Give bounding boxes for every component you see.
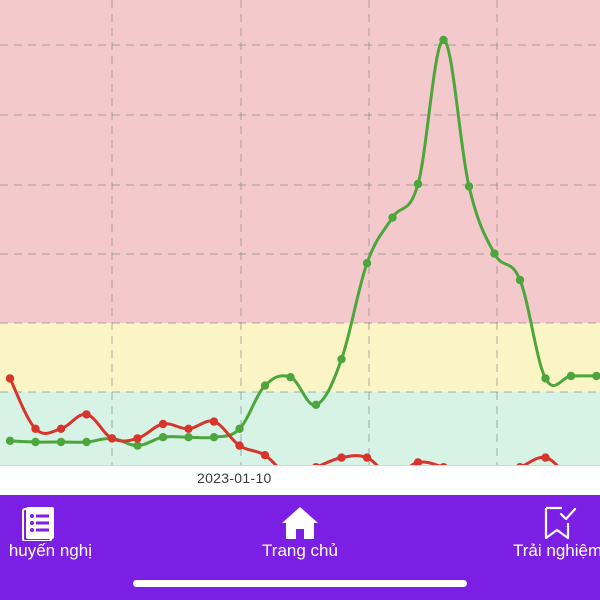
data-point	[413, 179, 423, 189]
data-point	[56, 437, 66, 447]
data-point	[235, 441, 244, 450]
data-point	[439, 35, 448, 45]
data-point	[184, 424, 193, 433]
grid-lines	[0, 0, 600, 465]
data-point	[5, 374, 15, 383]
data-point	[209, 417, 219, 426]
data-point	[516, 463, 524, 465]
data-point	[312, 463, 320, 465]
data-point	[5, 436, 15, 445]
line-chart	[0, 0, 600, 465]
data-point	[362, 259, 372, 268]
data-point	[31, 437, 40, 447]
tab-recommendations[interactable]: huyến nghị	[0, 495, 180, 575]
data-point	[388, 213, 397, 222]
bookmark-check-icon	[540, 505, 580, 541]
data-point	[592, 371, 600, 381]
data-point	[566, 371, 576, 381]
list-icon	[20, 505, 60, 542]
data-point	[82, 410, 91, 419]
data-point	[311, 400, 321, 409]
data-point	[235, 424, 244, 433]
data-point	[107, 434, 117, 443]
data-point	[337, 355, 346, 364]
data-point	[82, 437, 91, 447]
band-low	[0, 392, 600, 465]
band-medium	[0, 323, 600, 392]
tab-experience[interactable]: Trải nghiệm	[480, 495, 600, 575]
data-point	[439, 463, 448, 465]
home-icon	[280, 505, 320, 541]
data-point	[515, 275, 525, 285]
data-point	[184, 433, 193, 442]
data-point	[56, 424, 66, 433]
data-point	[158, 419, 168, 429]
series-1	[5, 374, 559, 465]
data-point	[413, 458, 423, 465]
tab-label-experience: Trải nghiệm	[513, 541, 600, 560]
data-point	[31, 424, 40, 433]
series-layer	[5, 35, 600, 465]
data-point	[133, 434, 142, 443]
data-point	[260, 451, 270, 460]
data-point	[209, 433, 219, 442]
data-point	[362, 453, 372, 462]
tab-label-home: Trang chủ	[262, 541, 338, 560]
band-high	[0, 0, 600, 323]
threshold-bands	[0, 0, 600, 465]
data-point	[541, 374, 550, 383]
tab-home[interactable]: Trang chủ	[220, 495, 380, 575]
x-tick-label: 2023-01-10	[197, 470, 272, 486]
data-point	[337, 453, 346, 462]
x-axis: 2023-01-10	[0, 465, 600, 496]
data-point	[260, 381, 270, 390]
data-point	[490, 249, 499, 258]
data-point	[133, 441, 142, 450]
chart-svg	[0, 0, 600, 465]
tab-label-recommendations: huyến nghị	[8, 541, 92, 560]
data-point	[286, 373, 295, 382]
data-point	[158, 433, 168, 442]
data-point	[541, 453, 550, 462]
data-point	[464, 182, 474, 191]
home-indicator	[133, 580, 467, 587]
